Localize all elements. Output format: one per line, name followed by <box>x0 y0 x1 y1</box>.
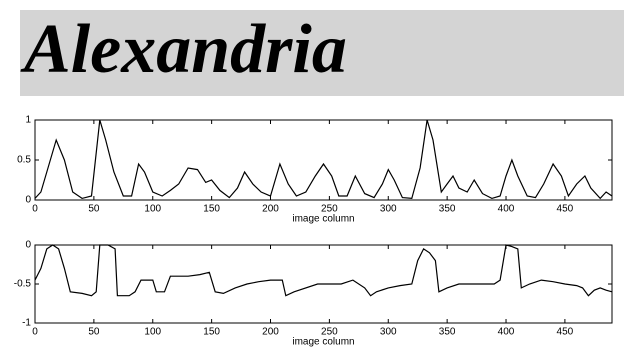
y-tick-label: 0.5 <box>17 155 31 166</box>
x-tick-label: 150 <box>203 204 220 215</box>
x-tick-label: 150 <box>203 327 220 338</box>
x-tick-label: 100 <box>144 204 161 215</box>
page: {"word_image": {"text": "Alexandria"}, "… <box>0 0 624 352</box>
figure: Alexandria 05010015020025030035040045000… <box>0 0 624 347</box>
y-tick-label: -0.5 <box>14 279 32 290</box>
x-tick-label: 200 <box>262 204 279 215</box>
x-tick-label: 0 <box>32 327 38 338</box>
x-tick-label: 450 <box>557 204 574 215</box>
x-tick-label: 300 <box>380 327 397 338</box>
word-text: Alexandria <box>20 11 347 88</box>
data-line <box>35 120 612 198</box>
plot-frame <box>35 120 612 200</box>
x-tick-label: 300 <box>380 204 397 215</box>
x-axis-label: image column <box>292 337 354 347</box>
y-tick-label: 1 <box>25 115 31 126</box>
x-tick-label: 400 <box>498 204 515 215</box>
x-axis-label: image column <box>292 214 354 225</box>
y-tick-label: 0 <box>25 195 31 206</box>
data-line <box>35 245 612 296</box>
x-tick-label: 350 <box>439 204 456 215</box>
y-tick-label: 0 <box>25 240 31 251</box>
x-tick-label: 0 <box>32 204 38 215</box>
x-tick-label: 450 <box>557 327 574 338</box>
y-tick-label: -1 <box>22 318 31 329</box>
x-tick-label: 350 <box>439 327 456 338</box>
x-tick-label: 400 <box>498 327 515 338</box>
x-tick-label: 50 <box>88 327 100 338</box>
x-tick-label: 50 <box>88 204 100 215</box>
x-tick-label: 200 <box>262 327 279 338</box>
x-tick-label: 100 <box>144 327 161 338</box>
